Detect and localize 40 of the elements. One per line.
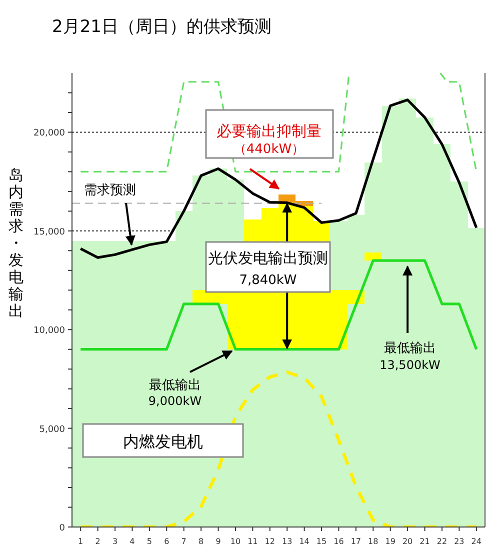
x-tick-label: 4 <box>130 537 135 546</box>
x-tick-label: 8 <box>198 537 204 546</box>
x-tick-label: 1 <box>78 537 84 546</box>
x-tick-label: 7 <box>181 537 186 546</box>
annotation: 最低输出 13,500kW <box>380 341 440 372</box>
y-tick-label: 20,000 <box>34 128 66 139</box>
x-tick-label: 20 <box>402 537 413 546</box>
x-tick-label: 5 <box>146 537 152 546</box>
x-tick-label: 13 <box>282 537 292 546</box>
annotation: 内燃发电机 <box>123 432 203 451</box>
x-tick-label: 17 <box>350 537 362 546</box>
x-tick-label: 18 <box>368 537 378 546</box>
x-tick-label: 15 <box>316 537 327 546</box>
annotation: 光伏发电输出预测 7,840kW <box>208 249 328 288</box>
ylabel: 岛内需求・发电输出 <box>8 166 24 320</box>
x-tick-label: 21 <box>420 537 430 546</box>
annotation: 必要输出抑制量（440kW） <box>216 122 322 157</box>
annotation: 最低输出 9,000kW <box>148 378 202 408</box>
y-tick-label: 5,000 <box>39 424 66 435</box>
x-tick-label: 10 <box>230 537 241 546</box>
annotation: 需求预测 <box>84 183 136 198</box>
x-tick-label: 2 <box>95 537 100 546</box>
x-tick-label: 12 <box>264 537 275 546</box>
annotation: 内燃发电机 <box>82 423 244 458</box>
x-tick-label: 14 <box>299 537 310 546</box>
x-tick-label: 6 <box>164 537 170 546</box>
x-tick-label: 16 <box>334 537 344 546</box>
y-tick-label: 15,000 <box>34 227 66 238</box>
y-tick-label: 0 <box>59 524 66 534</box>
x-tick-label: 9 <box>216 537 221 546</box>
annotation: 光伏发电输出预测 7,840kW <box>205 241 331 293</box>
annotation: 必要输出抑制量（440kW） <box>205 109 334 159</box>
title: 2月21日（周日）的供求预测 <box>52 17 272 37</box>
x-tick-label: 22 <box>436 537 448 546</box>
x-tick-label: 23 <box>454 537 464 546</box>
x-tick-label: 3 <box>112 537 118 546</box>
x-tick-label: 19 <box>385 537 396 546</box>
x-tick-label: 11 <box>248 537 258 546</box>
x-tick-label: 24 <box>471 537 482 546</box>
y-tick-label: 10,000 <box>34 326 66 336</box>
